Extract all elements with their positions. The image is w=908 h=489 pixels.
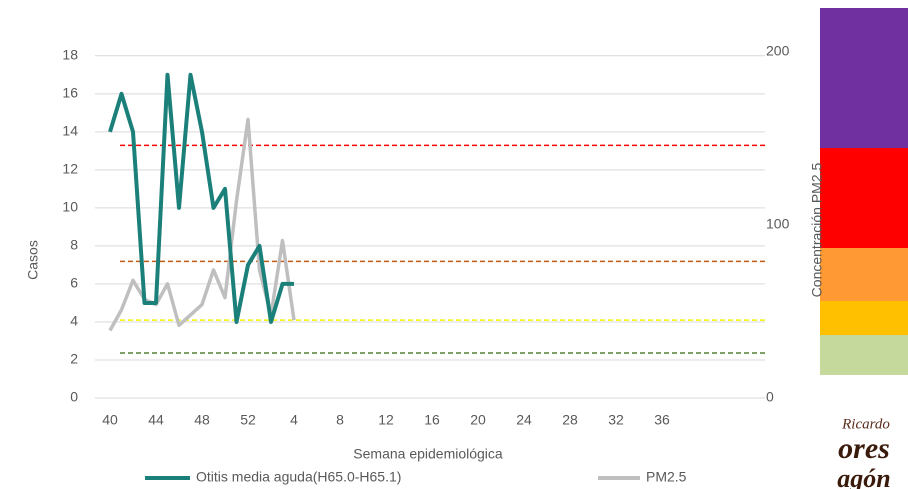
y2-tick-label: 100: [766, 216, 790, 232]
x-tick-label: 28: [562, 412, 578, 428]
x-tick-label: 16: [424, 412, 440, 428]
logo-text: Ricardo: [841, 416, 890, 432]
y-tick-label: 10: [62, 199, 78, 215]
y-tick-label: 8: [70, 237, 78, 253]
x-tick-label: 20: [470, 412, 486, 428]
y-tick-label: 0: [70, 389, 78, 405]
band-yellow: [820, 301, 908, 335]
x-tick-label: 4: [290, 412, 298, 428]
y-tick-label: 4: [70, 313, 78, 329]
legend-label: Otitis media aguda(H65.0-H65.1): [196, 469, 401, 485]
y2-tick-label: 200: [766, 43, 790, 59]
x-tick-label: 8: [336, 412, 344, 428]
x-tick-label: 12: [378, 412, 394, 428]
band-green: [820, 335, 908, 375]
legend-label: PM2.5: [646, 469, 687, 485]
x-tick-label: 52: [240, 412, 256, 428]
series-line: [108, 117, 296, 332]
band-purple: [820, 8, 908, 148]
x-tick-label: 44: [148, 412, 164, 428]
y-tick-label: 6: [70, 275, 78, 291]
band-orange: [820, 248, 908, 301]
y-axis-title: Casos: [25, 240, 41, 280]
y-tick-label: 12: [62, 161, 78, 177]
logo-text: agón: [837, 464, 890, 489]
x-tick-label: 24: [516, 412, 532, 428]
x-tick-label: 36: [654, 412, 670, 428]
series-line: [108, 72, 294, 324]
y-tick-label: 18: [62, 47, 78, 63]
x-tick-label: 40: [102, 412, 118, 428]
y-tick-label: 14: [62, 123, 78, 139]
x-tick-label: 48: [194, 412, 210, 428]
y-tick-label: 16: [62, 85, 78, 101]
x-tick-label: 32: [608, 412, 624, 428]
y-tick-label: 2: [70, 351, 78, 367]
y2-axis-title: Concentración PM2.5: [809, 162, 825, 297]
x-axis-title: Semana epidemiológica: [353, 446, 503, 462]
band-red: [820, 148, 908, 248]
logo-text: ores: [838, 432, 890, 465]
y2-tick-label: 0: [766, 389, 774, 405]
